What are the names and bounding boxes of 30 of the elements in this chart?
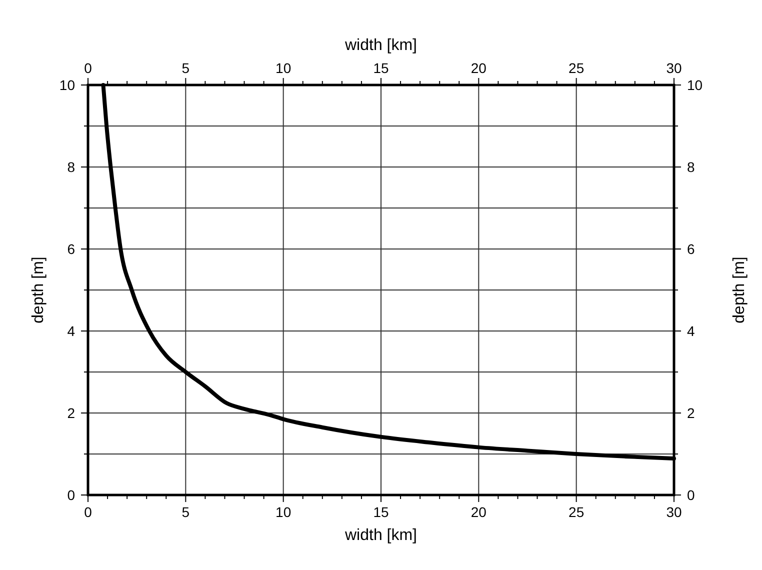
- y-axis-title: depth [m]: [30, 256, 47, 324]
- y2-tick-label: 4: [687, 323, 695, 339]
- y2-axis-title: depth [m]: [731, 256, 748, 324]
- x2-tick-label: 20: [470, 60, 487, 76]
- x-tick-label: 15: [373, 504, 389, 520]
- x-tick-label: 10: [276, 504, 292, 520]
- x2-tick-label: 25: [568, 60, 584, 76]
- y-tick-label: 4: [67, 323, 76, 339]
- y2-tick-label: 2: [687, 405, 695, 421]
- y-tick-label: 0: [67, 487, 76, 503]
- x-tick-label: 0: [84, 504, 92, 520]
- x-axis-title: width [km]: [344, 527, 418, 544]
- x2-tick-label: 0: [84, 60, 92, 76]
- x2-tick-label: 5: [182, 60, 190, 76]
- y2-tick-label: 6: [687, 241, 695, 257]
- y2-tick-label: 0: [687, 487, 695, 503]
- x2-tick-label: 30: [666, 60, 682, 76]
- x-tick-label: 25: [568, 504, 584, 520]
- y-tick-label: 2: [67, 405, 76, 421]
- y-tick-label: 8: [67, 159, 76, 175]
- x2-tick-label: 10: [276, 60, 292, 76]
- y2-tick-label: 8: [687, 159, 695, 175]
- x-tick-label: 5: [182, 504, 190, 520]
- y2-tick-label: 10: [687, 77, 703, 93]
- y-tick-label: 10: [59, 77, 76, 93]
- y-tick-label: 6: [67, 241, 76, 257]
- x2-tick-label: 15: [373, 60, 389, 76]
- x2-axis-title: width [km]: [344, 37, 418, 54]
- x-tick-label: 20: [470, 504, 487, 520]
- x-tick-label: 30: [666, 504, 682, 520]
